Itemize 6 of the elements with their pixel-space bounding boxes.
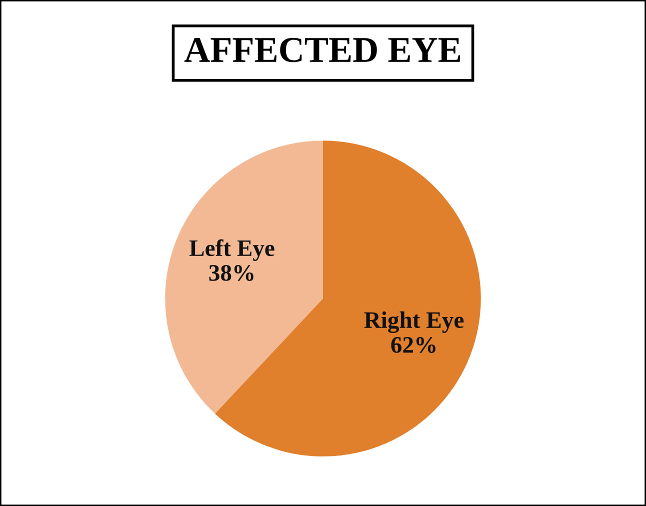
slice-label: Right Eye xyxy=(364,311,464,334)
slice-label: Left Eye xyxy=(189,239,274,262)
data-label: 62% xyxy=(391,336,436,353)
pie-slice xyxy=(165,140,323,414)
chart-title: AFFECTED EYE xyxy=(184,38,460,62)
data-label: 38% xyxy=(209,264,254,281)
